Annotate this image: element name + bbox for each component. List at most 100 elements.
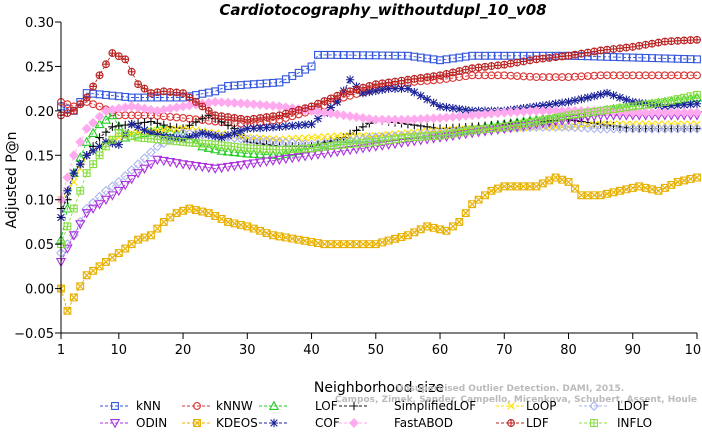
data-point — [204, 106, 213, 115]
data-point — [223, 131, 233, 140]
data-point — [198, 102, 207, 111]
legend-item-odin: ODIN — [100, 416, 167, 430]
data-point — [333, 141, 342, 150]
data-point — [242, 148, 253, 158]
data-point — [146, 231, 155, 240]
data-point — [371, 86, 380, 96]
data-point — [615, 93, 625, 102]
data-point — [429, 72, 438, 81]
data-point — [127, 240, 136, 249]
data-point — [326, 103, 336, 112]
watermark-line-1: Campos, Zimek, Sander, Campello, Micenko… — [335, 395, 697, 405]
data-point — [120, 171, 131, 181]
data-point — [108, 253, 117, 262]
data-point — [115, 133, 123, 142]
data-point — [102, 142, 110, 151]
legend-item-lof: LOF — [259, 399, 338, 413]
data-point — [455, 67, 464, 75]
data-point — [461, 65, 470, 74]
data-point — [320, 97, 329, 105]
data-point — [108, 135, 117, 144]
data-point — [261, 157, 272, 167]
data-point — [145, 147, 156, 158]
data-point — [287, 147, 298, 157]
data-point — [448, 103, 458, 113]
data-point — [538, 116, 547, 125]
data-point — [145, 160, 157, 170]
data-point — [358, 88, 368, 98]
data-point — [229, 98, 240, 109]
data-point — [357, 112, 368, 123]
data-point — [126, 165, 137, 176]
legend-label: LoOP — [526, 399, 557, 413]
data-point — [88, 146, 98, 156]
data-point — [654, 38, 663, 47]
legend-item-ldof: LDOF — [579, 399, 649, 413]
data-point — [256, 144, 265, 153]
data-point — [577, 94, 586, 104]
legend-label: KDEOS — [216, 416, 258, 430]
data-point — [198, 207, 207, 216]
data-point — [235, 161, 247, 171]
data-point — [487, 186, 496, 195]
data-point — [608, 123, 619, 134]
x-tick-label: 10 — [111, 343, 128, 358]
data-point — [235, 147, 247, 157]
data-point — [537, 105, 548, 116]
data-point — [519, 119, 528, 128]
data-point — [307, 144, 316, 153]
data-point — [378, 137, 387, 146]
data-point — [582, 122, 593, 133]
data-point — [133, 122, 143, 132]
data-point — [693, 173, 701, 182]
data-point — [198, 114, 207, 123]
data-point — [564, 51, 573, 60]
data-point — [461, 209, 470, 217]
data-point — [596, 106, 605, 115]
data-point — [384, 236, 393, 245]
data-point — [558, 52, 567, 61]
data-point — [223, 97, 234, 108]
legend-item-knnw: kNNW — [182, 399, 253, 413]
data-point — [544, 121, 555, 132]
data-point — [596, 90, 605, 99]
data-point — [262, 123, 271, 132]
data-point — [436, 71, 444, 80]
data-point — [153, 119, 162, 128]
series-ldf — [57, 35, 701, 124]
legend-marker — [349, 401, 359, 411]
data-point — [545, 54, 554, 62]
data-point — [641, 40, 650, 49]
data-point — [114, 52, 123, 61]
data-point — [692, 99, 702, 108]
data-point — [313, 114, 323, 123]
data-point — [442, 226, 451, 235]
data-point — [609, 105, 618, 114]
data-point — [338, 110, 349, 121]
legend-label: SimplifiedLOF — [394, 399, 476, 413]
data-point — [95, 262, 104, 271]
data-point — [577, 49, 586, 58]
data-point — [659, 123, 670, 134]
data-point — [281, 145, 290, 154]
data-point — [468, 200, 477, 209]
data-point — [693, 35, 701, 44]
data-point — [333, 132, 342, 140]
data-point — [358, 240, 367, 249]
data-point — [365, 82, 374, 90]
series-knn — [57, 50, 701, 115]
data-point — [294, 235, 303, 244]
data-point — [153, 224, 162, 233]
data-point — [75, 136, 86, 147]
data-point — [314, 143, 322, 152]
data-point — [146, 89, 155, 97]
chart-title: Cardiotocography_withoutdupl_10_v08 — [219, 1, 546, 19]
data-point — [397, 134, 406, 143]
data-point — [654, 98, 663, 107]
data-point — [184, 161, 195, 171]
data-point — [210, 144, 221, 154]
data-point — [621, 123, 632, 134]
data-point — [563, 121, 574, 132]
data-point — [545, 115, 554, 123]
data-point — [211, 87, 220, 96]
